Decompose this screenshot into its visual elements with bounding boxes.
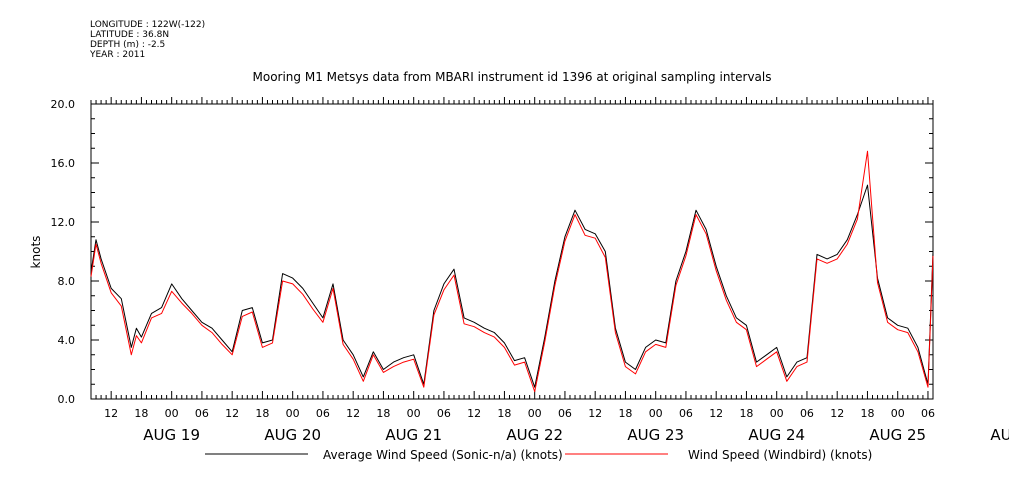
x-hour-label: 00	[286, 407, 300, 420]
x-date-label: AUG 24	[748, 426, 805, 444]
x-date-label: AUG 19	[143, 426, 200, 444]
metadata-block: LONGITUDE : 122W(-122) LATITUDE : 36.8N …	[90, 20, 205, 60]
year-label: YEAR : 2011	[90, 50, 146, 60]
x-hour-label: 12	[467, 407, 481, 420]
x-date-label: AUG 22	[506, 426, 563, 444]
plot-frame	[90, 103, 934, 400]
x-date-label: AUG 20	[264, 426, 321, 444]
x-hour-label: 12	[225, 407, 239, 420]
x-hour-label: 00	[528, 407, 542, 420]
x-hour-label: 00	[165, 407, 179, 420]
chart-title: Mooring M1 Metsys data from MBARI instru…	[253, 70, 772, 84]
legend: Average Wind Speed (Sonic-n/a) (knots) W…	[205, 448, 872, 462]
x-hour-label: 00	[649, 407, 663, 420]
series-line-average-wind	[90, 184, 934, 388]
x-date-label: AUG 26	[990, 426, 1009, 444]
y-axis-ticks: 0.0 4.0 8.0 12.0 16.0 20.0	[51, 98, 933, 406]
y-tick-label: 20.0	[51, 98, 76, 111]
x-hour-label: 18	[255, 407, 269, 420]
x-hour-label: 12	[104, 407, 118, 420]
legend-label-windbird: Wind Speed (Windbird) (knots)	[688, 448, 872, 462]
longitude-label: LONGITUDE : 122W(-122)	[90, 20, 206, 30]
y-tick-label: 0.0	[58, 393, 76, 406]
y-axis-label: knots	[29, 236, 43, 269]
x-hour-label: 06	[921, 407, 935, 420]
x-date-label: AUG 23	[627, 426, 684, 444]
x-hour-label: 06	[195, 407, 209, 420]
x-hour-label: 12	[709, 407, 723, 420]
x-date-label: AUG 21	[385, 426, 442, 444]
y-tick-label: 12.0	[51, 216, 76, 229]
x-hour-label: 06	[800, 407, 814, 420]
x-hour-label: 00	[407, 407, 421, 420]
x-hour-label: 06	[558, 407, 572, 420]
y-tick-label: 8.0	[58, 275, 76, 288]
x-hour-label: 12	[588, 407, 602, 420]
x-hour-label: 00	[891, 407, 905, 420]
x-hour-label: 06	[437, 407, 451, 420]
x-hour-label: 18	[860, 407, 874, 420]
series-line-windbird	[90, 150, 934, 393]
x-hour-label: 18	[134, 407, 148, 420]
y-tick-label: 16.0	[51, 157, 76, 170]
x-hour-label: 18	[497, 407, 511, 420]
x-hour-label: 12	[346, 407, 360, 420]
x-hour-label: 06	[679, 407, 693, 420]
series-layer	[90, 150, 934, 393]
x-hour-label: 12	[830, 407, 844, 420]
x-axis-ticks: 12 18 00 06 12 18 00 06 12 18 00 06 12 18 00 06 12 18 00 06…	[90, 97, 1009, 444]
latitude-label: LATITUDE : 36.8N	[90, 30, 170, 40]
x-hour-label: 06	[316, 407, 330, 420]
y-tick-label: 4.0	[58, 334, 76, 347]
legend-label-average: Average Wind Speed (Sonic-n/a) (knots)	[323, 448, 563, 462]
depth-label: DEPTH (m) : -2.5	[90, 40, 166, 50]
x-hour-label: 00	[770, 407, 784, 420]
x-date-label: AUG 25	[869, 426, 926, 444]
x-hour-label: 18	[376, 407, 390, 420]
x-hour-label: 18	[739, 407, 753, 420]
x-hour-label: 18	[618, 407, 632, 420]
